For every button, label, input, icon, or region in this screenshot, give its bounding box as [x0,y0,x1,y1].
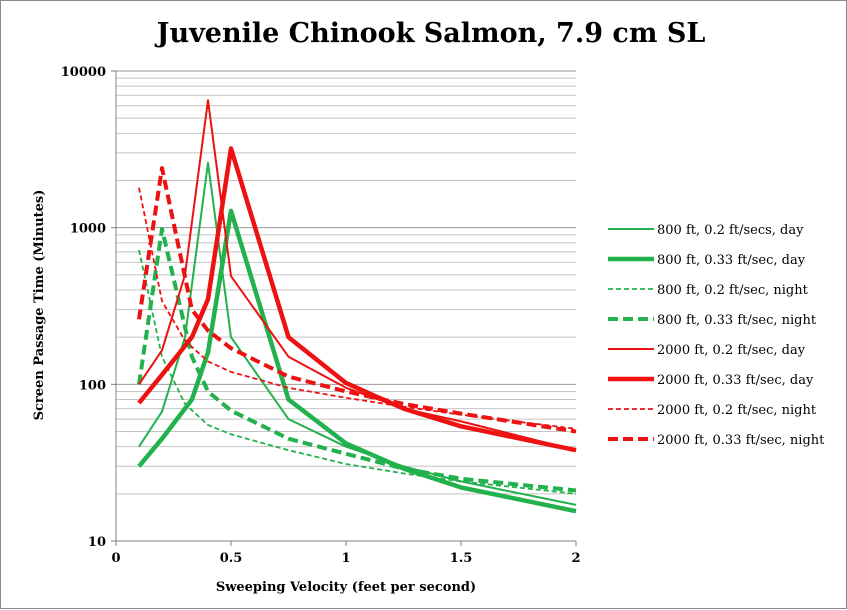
series-line-1 [138,161,577,506]
x-tick-label: 0.5 [220,551,243,566]
y-axis-title: Screen Passage Time (Minutes) [32,190,47,421]
legend-label: 2000 ft, 0.2 ft/sec, day [657,343,806,358]
series-line-6 [137,146,577,453]
x-tick-label: 1.5 [450,551,473,566]
x-axis-title: Sweeping Velocity (feet per second) [216,580,476,595]
y-tick-label: 10 [88,535,106,550]
legend-label: 2000 ft, 0.33 ft/sec, night [657,433,825,448]
series-line-5 [138,99,577,452]
tick-labels: 0 0.5 1 1.5 2 10 100 1000 10000 [61,65,581,566]
series-line-8 [137,166,577,434]
y-tick-label: 1000 [70,222,106,237]
y-tick-label: 10000 [61,65,106,80]
legend-label: 800 ft, 0.2 ft/secs, day [657,223,804,238]
series-lines [137,99,577,514]
legend-label: 2000 ft, 0.33 ft/sec, day [657,373,814,388]
legend-label: 800 ft, 0.2 ft/sec, night [657,283,809,298]
series-line-3 [138,249,577,495]
legend-label: 2000 ft, 0.2 ft/sec, night [657,403,817,418]
y-tick-label: 100 [79,378,106,393]
axes [111,70,577,546]
legend-label: 800 ft, 0.33 ft/sec, night [657,313,817,328]
legend: 800 ft, 0.2 ft/secs, day 800 ft, 0.33 ft/… [608,223,825,448]
legend-label: 800 ft, 0.33 ft/sec, day [657,253,806,268]
x-tick-label: 2 [571,551,580,566]
chart-title: Juvenile Chinook Salmon, 7.9 cm SL [155,18,706,49]
x-tick-label: 1 [341,551,350,566]
series-line-7 [138,187,577,430]
x-tick-label: 0 [111,551,120,566]
series-line-2 [137,208,577,514]
grid [116,70,576,542]
